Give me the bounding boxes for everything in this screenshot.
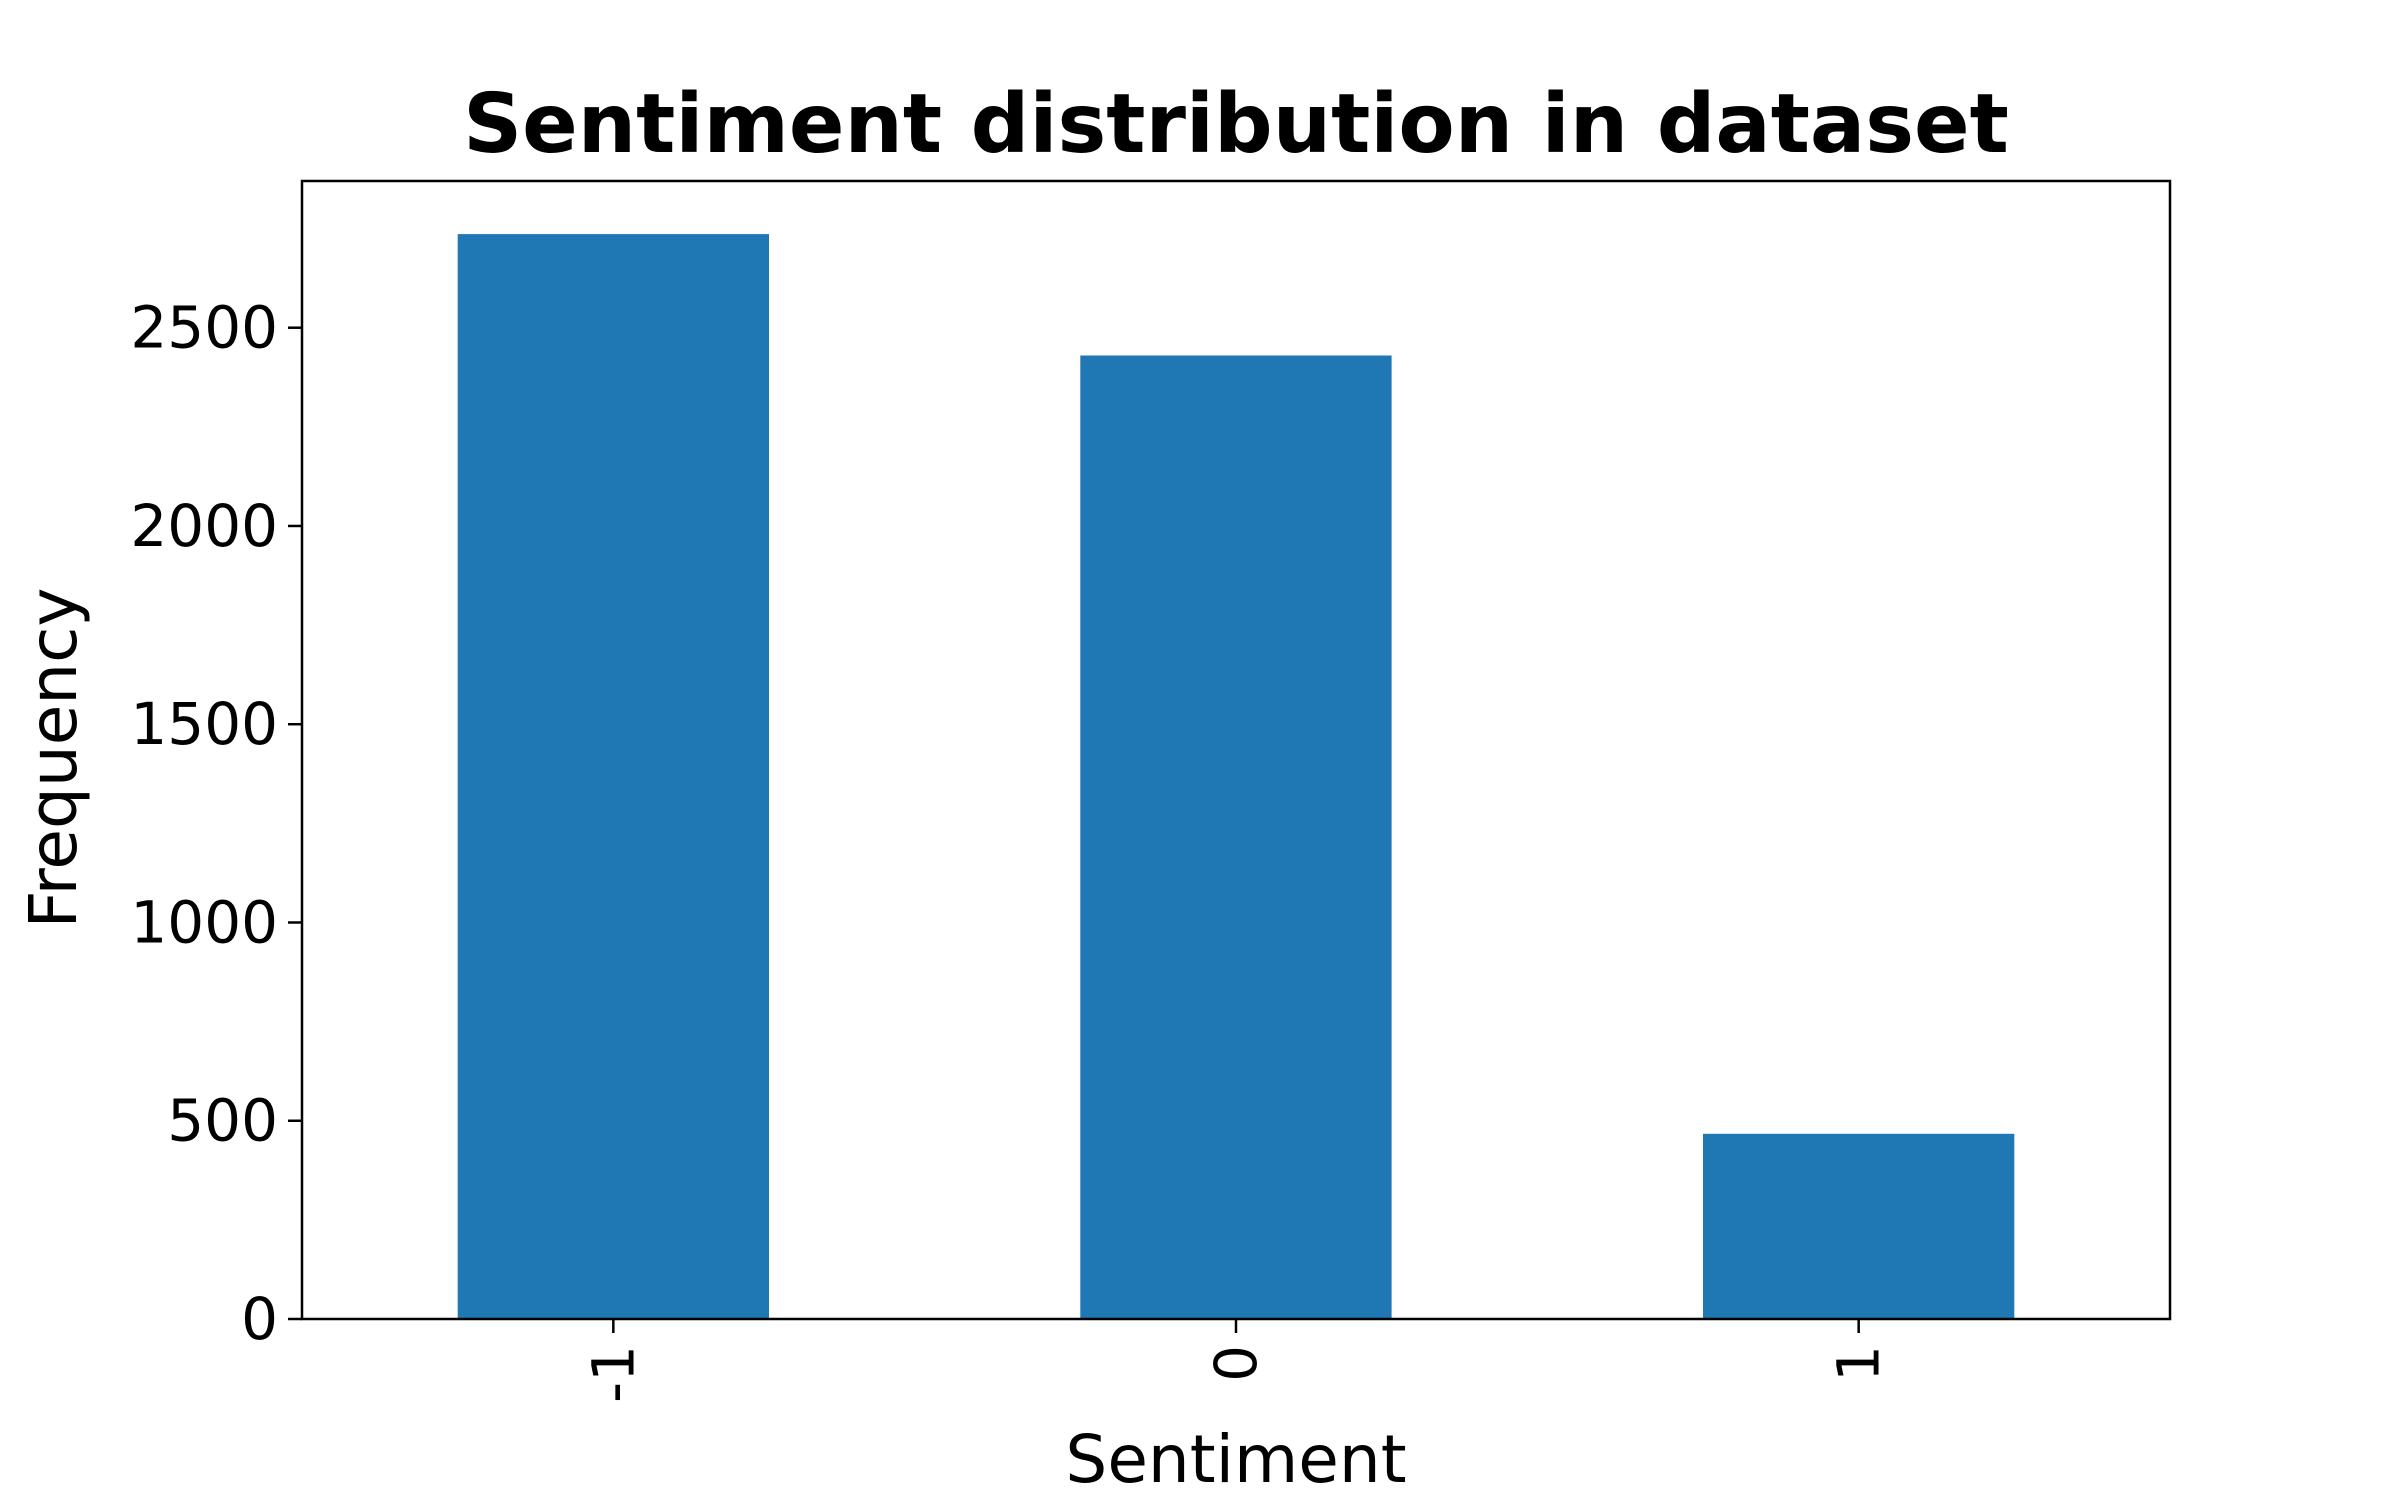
x-tick-label: -1 xyxy=(579,1345,647,1403)
bars-group xyxy=(457,234,2015,1320)
x-axis-ticks: -1 0 1 xyxy=(579,1319,1893,1403)
y-axis-label: Frequency xyxy=(15,588,92,929)
bar-1 xyxy=(1703,1133,2015,1319)
y-tick-label: 1000 xyxy=(130,888,278,956)
bar--1 xyxy=(457,234,769,1320)
x-tick-label: 1 xyxy=(1825,1345,1893,1382)
plot-frame xyxy=(300,179,2172,1321)
y-tick-label: 500 xyxy=(167,1087,278,1155)
y-tick-label: 2500 xyxy=(130,294,278,362)
chart-title: Sentiment distribution in dataset xyxy=(463,77,2009,172)
x-tick-label: 0 xyxy=(1202,1345,1270,1382)
y-tick-label: 0 xyxy=(241,1285,278,1353)
x-axis-label: Sentiment xyxy=(1065,1421,1406,1498)
y-axis-ticks: 0 500 1000 1500 2000 2500 xyxy=(130,294,302,1353)
bar-0 xyxy=(1080,355,1392,1319)
y-tick-label: 2000 xyxy=(130,492,278,560)
y-tick-label: 1500 xyxy=(130,690,278,758)
